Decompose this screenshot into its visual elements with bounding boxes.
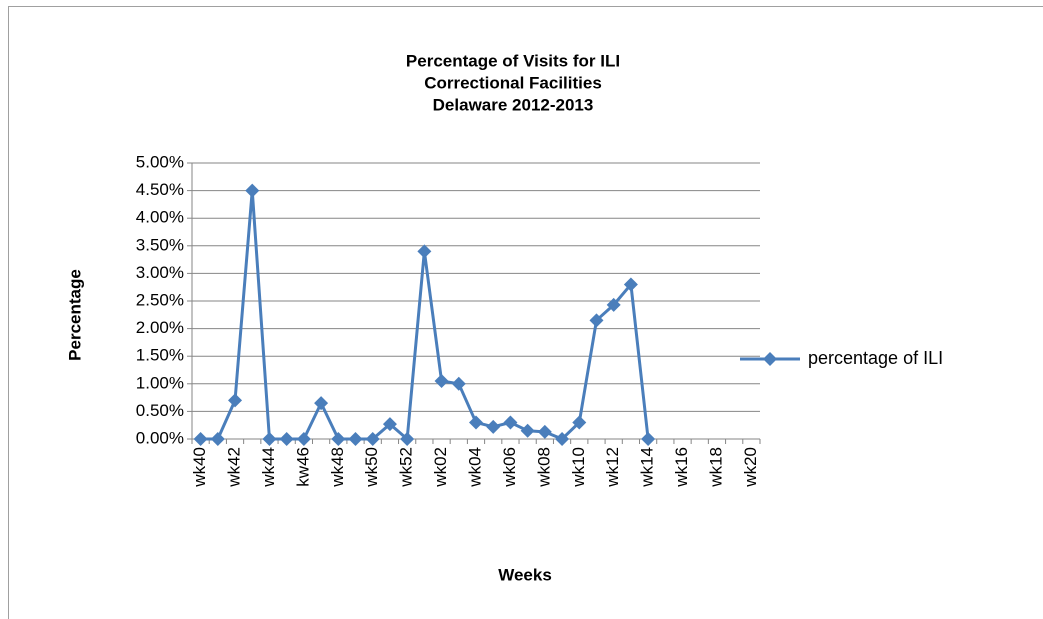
data-point xyxy=(520,423,535,438)
x-tick-label: wk02 xyxy=(431,447,450,488)
x-tick-label: kw46 xyxy=(293,447,312,487)
data-point xyxy=(572,415,587,430)
legend-marker xyxy=(763,352,777,366)
chart-title: Percentage of Visits for ILI xyxy=(406,51,620,70)
data-point xyxy=(606,297,621,312)
x-tick-label: wk52 xyxy=(397,447,416,488)
data-point xyxy=(210,432,225,446)
y-tick-label: 0.00% xyxy=(136,428,184,447)
data-point xyxy=(193,432,208,446)
data-point xyxy=(296,432,311,446)
legend-label: percentage of ILI xyxy=(808,348,943,368)
x-axis-label: Weeks xyxy=(498,565,552,584)
data-point xyxy=(245,183,260,198)
data-point xyxy=(314,396,329,411)
data-point xyxy=(279,432,294,446)
y-tick-label: 4.00% xyxy=(136,208,184,227)
x-tick-label: wk48 xyxy=(328,447,347,488)
y-axis-label: Percentage xyxy=(65,269,84,361)
x-tick-label: wk50 xyxy=(362,447,381,488)
y-tick-label: 3.00% xyxy=(136,263,184,282)
x-tick-label: wk10 xyxy=(569,447,588,488)
data-point xyxy=(451,376,466,391)
x-tick-label: wk08 xyxy=(534,447,553,488)
series-line xyxy=(200,189,650,441)
data-point xyxy=(417,244,432,259)
x-tick-label: wk06 xyxy=(500,447,519,488)
x-tick-label: wk12 xyxy=(603,447,622,488)
x-tick-label: wk14 xyxy=(638,447,657,488)
data-point xyxy=(503,415,518,430)
chart-title: Correctional Facilities xyxy=(424,73,602,92)
x-tick-label: wk16 xyxy=(672,447,691,488)
y-tick-label: 4.50% xyxy=(136,180,184,199)
chart-frame xyxy=(8,6,1043,619)
data-point xyxy=(555,432,570,446)
x-tick-label: wk40 xyxy=(190,447,209,488)
data-point xyxy=(623,277,638,292)
data-point xyxy=(400,432,415,446)
data-point xyxy=(262,432,277,446)
data-point xyxy=(537,424,552,439)
data-point xyxy=(228,393,243,408)
x-tick-label: wk20 xyxy=(741,447,760,488)
y-tick-label: 3.50% xyxy=(136,235,184,254)
data-point xyxy=(641,432,656,446)
data-point xyxy=(331,432,346,446)
x-tick-label: wk42 xyxy=(225,447,244,488)
y-tick-label: 5.00% xyxy=(136,152,184,171)
x-tick-label: wk44 xyxy=(259,447,278,488)
y-tick-label: 1.00% xyxy=(136,373,184,392)
data-point xyxy=(469,415,483,430)
data-point xyxy=(348,432,363,446)
data-point xyxy=(365,432,380,446)
chart-title: Delaware 2012-2013 xyxy=(433,95,594,114)
data-point xyxy=(486,419,501,434)
y-tick-label: 0.50% xyxy=(136,401,184,420)
y-tick-label: 2.00% xyxy=(136,318,184,337)
x-tick-label: wk04 xyxy=(465,447,484,488)
data-point xyxy=(382,417,397,432)
y-tick-label: 2.50% xyxy=(136,290,184,309)
x-tick-label: wk18 xyxy=(706,447,725,488)
data-point xyxy=(589,313,604,328)
y-tick-label: 1.50% xyxy=(136,346,184,365)
data-point xyxy=(434,374,449,389)
